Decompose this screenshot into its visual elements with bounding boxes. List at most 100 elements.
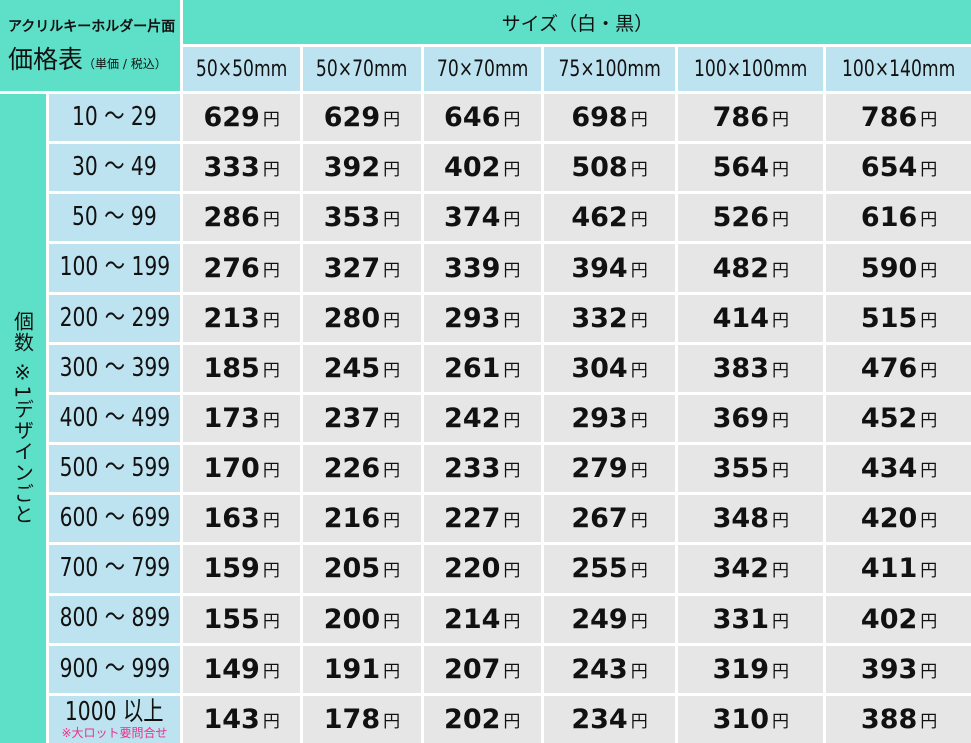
quantity-range: 900 ～ 999	[49, 645, 180, 693]
price-cell: 508 円	[543, 144, 676, 192]
quantity-range-label: 1000 以上	[65, 697, 164, 728]
price-value: 383	[712, 352, 769, 384]
yen-unit: 円	[920, 260, 938, 281]
price-cell: 332 円	[543, 294, 676, 342]
quantity-range: 300 ～ 399	[49, 344, 180, 392]
price-value: 476	[860, 352, 918, 384]
quantity-range-label: 800 ～ 899	[59, 603, 170, 634]
yen-unit: 円	[772, 210, 789, 231]
price-value: 170	[203, 453, 260, 485]
price-cell: 392 円	[303, 144, 421, 192]
price-value: 155	[203, 603, 260, 635]
price-cell: 616 円	[826, 194, 971, 242]
price-cell: 267 円	[543, 495, 676, 543]
price-value: 255	[571, 553, 628, 585]
price-value: 590	[860, 252, 918, 284]
quantity-range-label: 10 ～ 29	[72, 101, 157, 132]
price-cell: 374 円	[423, 194, 541, 242]
yen-unit: 円	[630, 711, 648, 732]
price-cell: 327 円	[303, 244, 421, 292]
yen-unit: 円	[262, 410, 280, 431]
yen-unit: 円	[772, 160, 789, 181]
size-column-header: 75×100mm	[543, 47, 676, 91]
price-value: 280	[323, 302, 381, 334]
price-cell: 348 円	[678, 495, 824, 543]
yen-unit: 円	[772, 561, 789, 582]
price-cell: 205 円	[303, 545, 421, 593]
yen-unit: 円	[262, 711, 280, 732]
price-cell: 286 円	[183, 194, 301, 242]
price-value: 191	[323, 653, 381, 685]
yen-unit: 円	[630, 260, 648, 281]
price-cell: 233 円	[423, 445, 541, 493]
price-value: 178	[323, 703, 381, 735]
price-value: 786	[712, 102, 769, 134]
yen-unit: 円	[772, 711, 789, 732]
size-label: 50×70mm	[316, 56, 408, 82]
price-value: 646	[444, 102, 501, 134]
yen-unit: 円	[262, 611, 280, 632]
yen-unit: 円	[772, 260, 789, 281]
price-value: 452	[860, 402, 918, 434]
yen-unit: 円	[772, 661, 789, 682]
price-cell: 227 円	[423, 495, 541, 543]
price-cell: 339 円	[423, 244, 541, 292]
price-cell: 526 円	[678, 194, 824, 242]
price-cell: 213 円	[183, 294, 301, 342]
price-value: 333	[203, 152, 260, 184]
price-cell: 590 円	[826, 244, 971, 292]
price-value: 279	[571, 453, 628, 485]
yen-unit: 円	[383, 711, 401, 732]
price-value: 393	[860, 653, 918, 685]
quantity-range: 50 ～ 99	[49, 194, 180, 242]
price-value: 310	[712, 703, 769, 735]
price-cell: 420 円	[826, 495, 971, 543]
price-cell: 243 円	[543, 645, 676, 693]
price-cell: 170 円	[183, 445, 301, 493]
quantity-range-label: 900 ～ 999	[59, 653, 170, 684]
price-value: 629	[323, 102, 381, 134]
price-cell: 402 円	[826, 595, 971, 643]
price-cell: 411 円	[826, 545, 971, 593]
price-cell: 698 円	[543, 94, 676, 142]
yen-unit: 円	[383, 110, 401, 131]
price-cell: 319 円	[678, 645, 824, 693]
yen-unit: 円	[920, 511, 938, 532]
quantity-range-label: 700 ～ 799	[59, 553, 170, 584]
price-cell: 629 円	[303, 94, 421, 142]
yen-unit: 円	[262, 310, 280, 331]
price-value: 227	[444, 503, 501, 535]
yen-unit: 円	[503, 611, 521, 632]
price-cell: 191 円	[303, 645, 421, 693]
price-cell: 476 円	[826, 344, 971, 392]
size-header: サイズ（白・黒）	[183, 0, 971, 44]
price-value: 332	[571, 302, 628, 334]
price-cell: 654 円	[826, 144, 971, 192]
price-cell: 333 円	[183, 144, 301, 192]
yen-unit: 円	[920, 160, 938, 181]
price-value: 698	[571, 102, 628, 134]
price-value: 786	[860, 102, 918, 134]
price-cell: 237 円	[303, 394, 421, 443]
yen-unit: 円	[920, 661, 938, 682]
price-value: 355	[712, 453, 769, 485]
price-cell: 331 円	[678, 595, 824, 643]
price-cell: 155 円	[183, 595, 301, 643]
price-value: 185	[203, 352, 260, 384]
yen-unit: 円	[920, 110, 938, 131]
quantity-range-label: 600 ～ 699	[59, 503, 170, 534]
bulk-note: ※大ロット要問合せ	[61, 725, 168, 740]
price-cell: 220 円	[423, 545, 541, 593]
price-cell: 276 円	[183, 244, 301, 292]
price-cell: 293 円	[423, 294, 541, 342]
price-value: 163	[203, 503, 260, 535]
yen-unit: 円	[503, 410, 521, 431]
yen-unit: 円	[630, 160, 648, 181]
price-value: 339	[444, 252, 501, 284]
price-cell: 342 円	[678, 545, 824, 593]
price-cell: 462 円	[543, 194, 676, 242]
yen-unit: 円	[262, 210, 280, 231]
price-value: 249	[571, 603, 628, 635]
price-value: 207	[444, 653, 501, 685]
product-name: アクリルキーホルダー片面	[8, 18, 176, 35]
